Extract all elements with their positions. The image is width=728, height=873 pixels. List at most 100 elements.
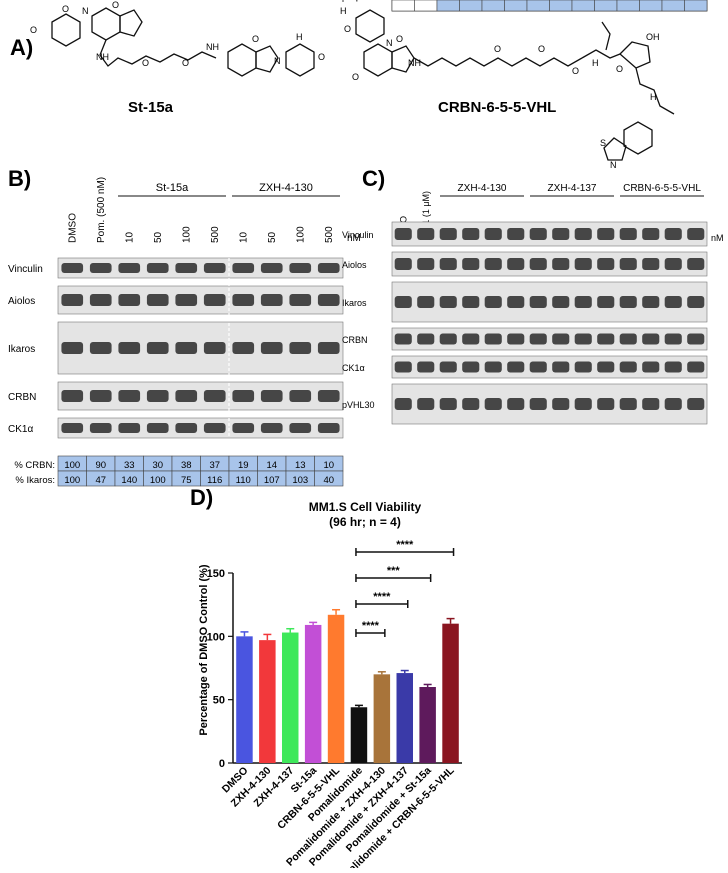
blot-band (232, 342, 255, 354)
blot-band (203, 294, 226, 306)
blot-band (89, 294, 112, 306)
structure-crbn-vhl (355, 9, 675, 161)
blot-band (232, 390, 255, 402)
atom-label: NH (408, 58, 421, 68)
lane-label: 500 (210, 226, 221, 243)
lane-label: 500 (324, 226, 335, 243)
bar (327, 614, 345, 763)
band-label: Vinculin (8, 264, 43, 275)
blot-band (175, 294, 198, 306)
blot-band (642, 333, 660, 345)
lane-label: Pom. (500 nM) (96, 177, 107, 243)
blot-band (146, 423, 169, 433)
lane-label: 100 (181, 226, 192, 243)
blot-band (687, 296, 705, 308)
blot-band (507, 333, 525, 345)
blot-band (61, 263, 84, 273)
quant-value: 75 (181, 475, 192, 486)
quant-label: % CRBN: (14, 460, 55, 471)
quant-value: 14 (266, 460, 277, 471)
structure-st15a-atoms: O O N O NH O O NH O N H O (30, 0, 325, 68)
blot-band (61, 342, 84, 354)
blot-band (462, 361, 480, 373)
atom-label: O (142, 58, 149, 68)
blot-band (664, 228, 682, 240)
blot-band (574, 398, 592, 410)
atom-label: O (252, 34, 259, 44)
blot-band (574, 333, 592, 345)
atom-label: O (396, 34, 403, 44)
panel-label-b: B) (8, 166, 31, 191)
chart-subtitle: (96 hr; n = 4) (329, 515, 401, 529)
blot-band (146, 390, 169, 402)
blot-band (260, 294, 283, 306)
blot-band (664, 398, 682, 410)
blot-band (507, 398, 525, 410)
blot-band (664, 296, 682, 308)
bar (350, 707, 368, 763)
blot-band (462, 258, 480, 270)
y-tick-label: 50 (213, 695, 225, 707)
quant-value: 83 (669, 0, 679, 2)
quant-value: 40 (323, 475, 334, 486)
blot-band (552, 333, 570, 345)
blot-band (507, 258, 525, 270)
significance-label: **** (396, 539, 414, 551)
band-label: CK1α (342, 363, 365, 373)
panel-label-d: D) (190, 485, 213, 510)
significance-label: **** (373, 591, 391, 603)
band-label: pVHL30 (342, 400, 375, 410)
blot-band (484, 296, 502, 308)
atom-label: H (296, 32, 303, 42)
blot-band (529, 296, 547, 308)
blot-band (394, 296, 412, 308)
blot-band (619, 398, 637, 410)
atom-label: H (650, 92, 657, 102)
blot-band (597, 228, 615, 240)
quant-value: 38 (181, 460, 192, 471)
blot-band (619, 361, 637, 373)
atom-label: O (494, 44, 501, 54)
atom-label: O (572, 66, 579, 76)
structure-name-st15a: St-15a (128, 99, 174, 116)
blot-band (507, 296, 525, 308)
structure-st15a (51, 7, 315, 77)
blot-band (89, 263, 112, 273)
blot-strip (391, 383, 708, 425)
blot-band (439, 398, 457, 410)
blot-band (232, 294, 255, 306)
atom-label: NH (206, 42, 219, 52)
blot-band (552, 296, 570, 308)
blot-strip (391, 327, 708, 351)
blot-band (289, 390, 312, 402)
blot-band (118, 423, 141, 433)
blot-band (462, 296, 480, 308)
quant-value: 116 (207, 475, 222, 486)
blot-band (552, 258, 570, 270)
band-label: pVHL19 (342, 0, 375, 2)
quant-value: 10 (323, 460, 334, 471)
blot-band (317, 294, 340, 306)
blot-band (317, 390, 340, 402)
blot-band (118, 342, 141, 354)
band-label: CK1α (8, 424, 33, 435)
quant-value: 100 (531, 0, 545, 2)
blot-band (146, 263, 169, 273)
quant-value: 47 (95, 475, 106, 486)
structure-crbn-vhl-atoms: H O N O O NH O O O H O OH H S N (340, 6, 660, 170)
group-label: St-15a (156, 182, 189, 194)
blot-band (619, 333, 637, 345)
blot-band (642, 228, 660, 240)
blot-band (61, 423, 84, 433)
quant-value: 101 (554, 0, 568, 2)
western-blot-c: DMSOCM11 (1 μM)1050100500105010050010501… (342, 0, 724, 425)
quant-label: % CRBN: (353, 0, 389, 2)
quant-value: 90 (95, 460, 106, 471)
quant-value: 100 (396, 0, 410, 2)
atom-label: O (30, 25, 37, 35)
group-label: CRBN-6-5-5-VHL (623, 183, 701, 194)
atom-label: N (610, 160, 617, 170)
blot-band (289, 263, 312, 273)
atom-label: H (592, 58, 599, 68)
